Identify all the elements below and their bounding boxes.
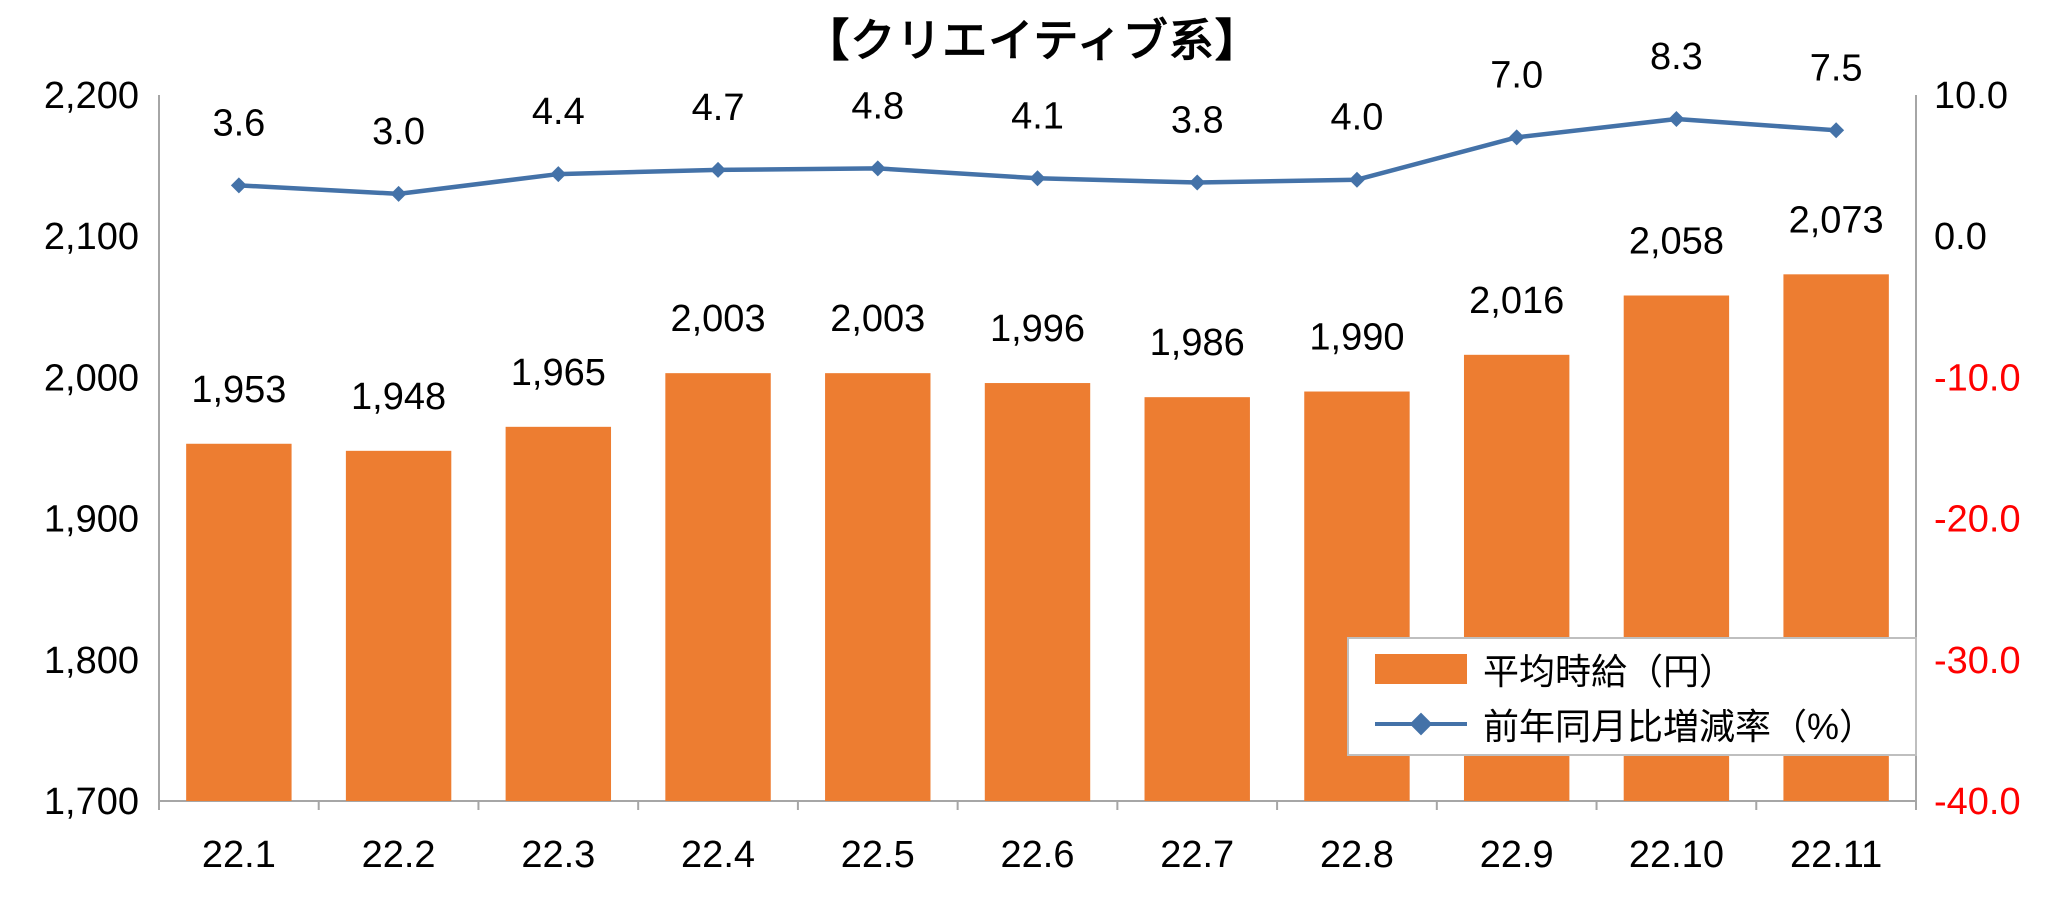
right-axis-tick-label: -10.0 [1934,357,2021,399]
category-label: 22.9 [1480,834,1554,876]
bar [984,383,1091,801]
bar-value-label: 1,990 [1309,317,1404,359]
bar-value-label: 1,948 [351,376,446,418]
right-axis-tick-label: -30.0 [1934,640,2021,682]
line-marker [1029,170,1046,187]
right-axis-tick-label: -20.0 [1934,499,2021,541]
category-label: 22.1 [202,834,276,876]
bar [186,443,292,801]
line-value-label: 4.0 [1331,97,1384,139]
right-axis-tick-label: 0.0 [1934,216,1987,258]
bar-series-swatch [1375,653,1467,684]
line-marker [1668,111,1685,128]
left-axis-tick-label: 2,200 [44,75,139,117]
line-value-label: 3.8 [1171,100,1224,142]
legend-label-bar: 平均時給（円） [1483,650,1736,692]
legend-item-bar: 平均時給（円） [1375,643,1915,695]
line-marker [230,177,247,194]
category-label: 22.5 [841,834,915,876]
diamond-marker-icon [1409,712,1433,736]
legend: 平均時給（円） 前年同月比増減率（%） [1347,637,1917,756]
legend-item-line: 前年同月比増減率（%） [1375,698,1915,750]
left-axis-tick-label: 1,700 [44,781,139,823]
bar [825,373,931,801]
line-marker [869,160,886,177]
chart-title: 【クリエイティブ系】 [804,15,1261,66]
bar-value-label: 1,996 [990,308,1085,350]
legend-label-line: 前年同月比増減率（%） [1483,706,1876,748]
category-label: 22.8 [1320,834,1394,876]
bar-value-label: 1,965 [511,352,606,394]
bar-value-label: 2,058 [1629,221,1724,263]
line-marker [1189,174,1206,191]
line-marker [1828,122,1845,139]
category-label: 22.10 [1629,834,1724,876]
bar [1144,397,1250,801]
category-label: 22.3 [521,834,595,876]
line-value-label: 4.7 [692,87,745,129]
line-value-label: 3.0 [372,111,425,153]
category-label: 22.7 [1160,834,1234,876]
category-label: 22.6 [1001,834,1075,876]
line-marker [550,166,567,183]
line-marker [390,185,407,202]
line-value-label: 7.5 [1810,47,1863,89]
left-axis-tick-label: 2,100 [44,216,139,258]
line-marker [710,161,727,178]
line-value-label: 3.6 [212,102,265,144]
bar-value-label: 2,003 [670,298,765,340]
line-value-label: 4.8 [851,85,904,127]
line-marker [1348,171,1365,188]
left-axis-tick-label: 1,800 [44,640,139,682]
line-value-label: 4.4 [532,91,585,133]
right-axis-tick-label: -40.0 [1934,781,2021,823]
line-value-label: 8.3 [1650,36,1703,78]
category-label: 22.2 [362,834,436,876]
category-label: 22.4 [681,834,755,876]
bar [505,426,612,801]
line-value-label: 4.1 [1011,95,1064,137]
right-axis-tick-label: 10.0 [1934,75,2008,117]
bar-value-label: 2,003 [830,298,925,340]
line-value-label: 7.0 [1490,54,1543,96]
line-marker [1508,129,1525,146]
bar [345,450,452,801]
bar-value-label: 1,953 [191,369,286,411]
bar-value-label: 2,016 [1469,280,1564,322]
left-axis-tick-label: 2,000 [44,357,139,399]
left-axis-tick-label: 1,900 [44,499,139,541]
bar-value-label: 1,986 [1150,322,1245,364]
bar [665,373,771,801]
category-label: 22.11 [1790,834,1882,876]
line-series-swatch [1375,709,1467,739]
bar-value-label: 2,073 [1789,199,1884,241]
